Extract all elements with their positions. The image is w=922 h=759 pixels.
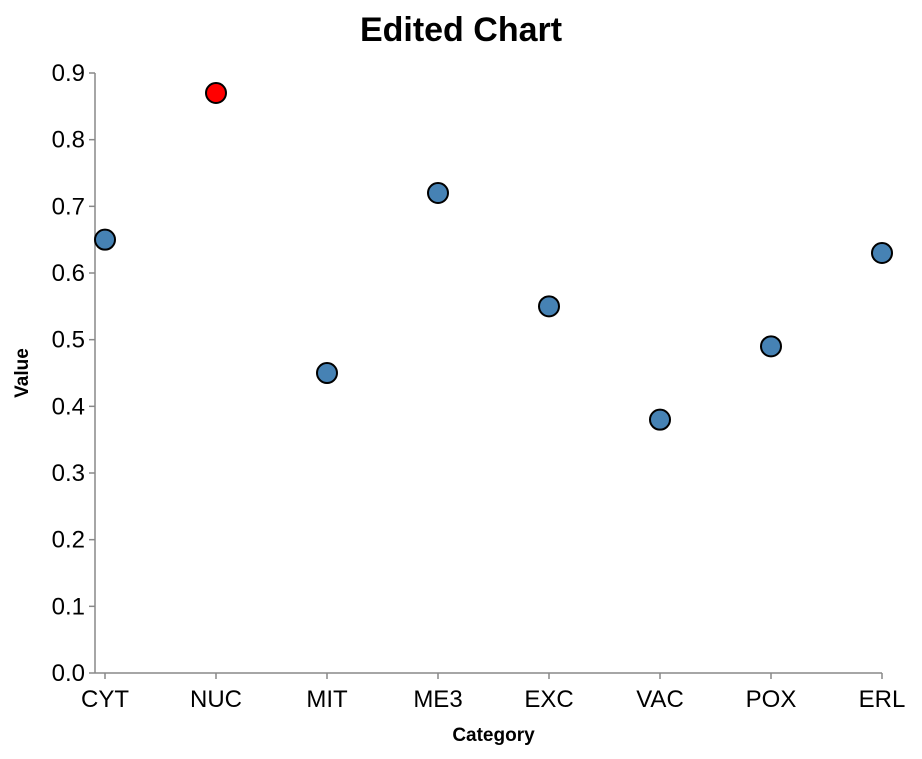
data-point-exc: [538, 295, 560, 318]
y-tick-label: 0.9: [52, 60, 85, 87]
data-point-nuc: [205, 82, 227, 104]
y-tick-label: 0.2: [52, 527, 85, 554]
data-point-me3: [427, 182, 449, 204]
x-tick-label: MIT: [306, 686, 348, 713]
data-point-pox: [760, 335, 782, 358]
chart-title: Edited Chart: [360, 11, 562, 49]
y-tick-label: 0.1: [52, 593, 85, 620]
y-tick-label: 0.3: [52, 460, 85, 487]
x-tick-label: VAC: [636, 686, 684, 713]
data-point-erl: [871, 242, 893, 264]
y-tick-label: 0.4: [52, 393, 85, 420]
x-axis-title: Category: [452, 725, 535, 746]
x-tick-label: ME3: [413, 686, 462, 713]
data-point-cyt: [94, 228, 116, 251]
x-tick-label: ERL: [859, 686, 906, 713]
x-tick-label: EXC: [524, 686, 573, 713]
y-tick-label: 0.6: [52, 260, 85, 287]
x-tick-label: NUC: [190, 686, 242, 713]
y-tick-label: 0.5: [52, 327, 85, 354]
x-axis: CYT NUC MIT ME3 EXC VAC POX ERL: [81, 672, 906, 713]
y-tick-label: 0.0: [52, 660, 85, 687]
data-point-vac: [649, 408, 671, 431]
x-tick-label: CYT: [81, 686, 129, 713]
y-axis-title: Value: [12, 348, 33, 398]
y-tick-label: 0.7: [52, 193, 85, 220]
data-points: [94, 82, 893, 431]
x-tick-label: POX: [746, 686, 797, 713]
y-tick-label: 0.8: [52, 127, 85, 154]
y-axis: 0.0 0.1 0.2 0.3 0.4 0.5 0.6 0.7 0.8 0.9: [52, 60, 96, 687]
data-point-mit: [316, 362, 338, 384]
